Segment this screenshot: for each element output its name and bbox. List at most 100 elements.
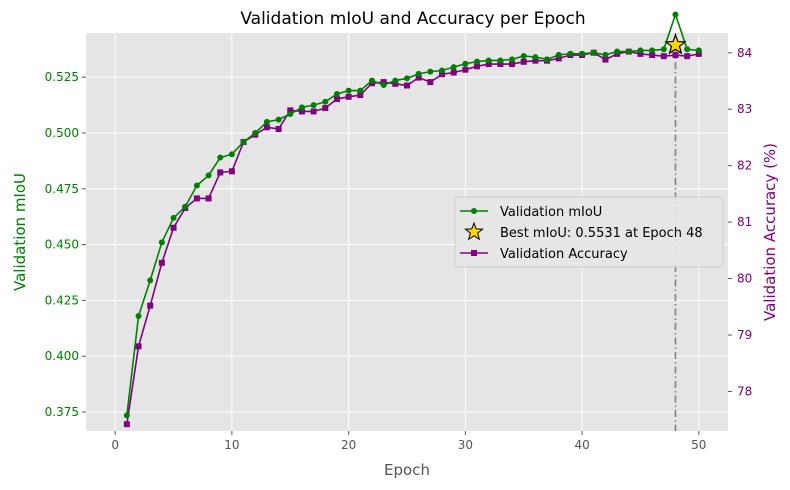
accuracy-point	[123, 421, 130, 428]
accuracy-point	[287, 107, 294, 114]
accuracy-point	[439, 71, 446, 78]
miou-point	[649, 47, 656, 54]
accuracy-point	[322, 105, 329, 112]
miou-point	[263, 118, 270, 125]
legend-box	[454, 196, 724, 268]
accuracy-point	[135, 343, 142, 350]
y-left-tick-label: 0.500	[45, 126, 79, 140]
miou-point	[228, 151, 235, 158]
accuracy-point	[345, 93, 352, 100]
accuracy-point	[333, 96, 340, 103]
accuracy-point	[450, 69, 457, 76]
accuracy-point	[695, 50, 702, 57]
accuracy-point	[684, 53, 691, 60]
miou-point	[485, 57, 492, 64]
x-tick-label: 10	[224, 438, 239, 452]
miou-point	[439, 67, 446, 74]
miou-point	[509, 56, 516, 63]
miou-point	[310, 102, 317, 109]
accuracy-point	[217, 169, 224, 176]
series-validation-miou	[123, 11, 702, 419]
y-left-tick-label: 0.525	[45, 70, 79, 84]
miou-point	[193, 182, 200, 189]
y-right-axis-ticks: 78 79 80 81 82 83 84	[728, 46, 752, 398]
legend: Validation mIoU Best mIoU: 0.5531 at Epo…	[454, 196, 724, 268]
miou-point	[450, 64, 457, 71]
miou-point	[380, 82, 387, 89]
accuracy-point	[263, 124, 270, 131]
miou-point	[555, 51, 562, 58]
miou-point	[660, 46, 667, 53]
y-left-tick-label: 0.425	[45, 293, 79, 307]
accuracy-point	[649, 52, 656, 59]
accuracy-point	[485, 61, 492, 68]
accuracy-point	[427, 79, 434, 86]
miou-point	[392, 77, 399, 84]
miou-point	[427, 68, 434, 75]
miou-point	[614, 48, 621, 55]
miou-point	[123, 412, 130, 419]
accuracy-point	[520, 58, 527, 65]
miou-point	[158, 239, 165, 246]
y-right-tick-label: 81	[737, 215, 752, 229]
accuracy-point	[158, 259, 165, 266]
x-axis-ticks: 0 10 20 30 40 50	[111, 431, 706, 452]
miou-point	[252, 130, 259, 137]
miou-point	[672, 11, 679, 18]
miou-point	[147, 277, 154, 284]
accuracy-point	[637, 50, 644, 57]
y-left-tick-label: 0.475	[45, 182, 79, 196]
y-left-tick-label: 0.375	[45, 405, 79, 419]
y-right-tick-label: 83	[737, 102, 752, 116]
miou-point	[287, 111, 294, 118]
y-left-axis-label: Validation mIoU	[11, 173, 29, 291]
accuracy-point	[147, 302, 154, 309]
x-tick-label: 40	[574, 438, 589, 452]
y-right-tick-label: 84	[737, 46, 752, 60]
accuracy-point	[310, 108, 317, 115]
miou-point	[368, 77, 375, 84]
legend-accuracy-label: Validation Accuracy	[500, 247, 628, 262]
accuracy-point	[555, 55, 562, 62]
miou-point	[240, 138, 247, 145]
x-tick-label: 50	[691, 438, 706, 452]
legend-miou-label: Validation mIoU	[500, 205, 602, 220]
miou-point	[497, 57, 504, 64]
x-tick-label: 0	[111, 438, 119, 452]
chart-title: Validation mIoU and Accuracy per Epoch	[240, 9, 585, 29]
best-miou-marker-group	[664, 33, 687, 55]
miou-point	[170, 214, 177, 221]
y-right-tick-label: 78	[737, 384, 752, 398]
miou-point	[625, 48, 632, 55]
miou-point	[520, 52, 527, 59]
miou-point	[275, 116, 282, 123]
legend-best-star-icon	[464, 221, 484, 241]
miou-point	[205, 172, 212, 179]
accuracy-point	[660, 53, 667, 60]
accuracy-point	[497, 61, 504, 68]
miou-point	[298, 104, 305, 111]
legend-accuracy-marker	[471, 250, 477, 256]
accuracy-point	[298, 108, 305, 115]
accuracy-point	[404, 82, 410, 89]
accuracy-point	[474, 63, 481, 70]
accuracy-point	[602, 56, 609, 63]
miou-point	[404, 75, 410, 82]
best-miou-star-icon	[664, 33, 687, 55]
miou-point	[532, 54, 539, 61]
y-right-tick-label: 82	[737, 159, 752, 173]
accuracy-point	[509, 61, 516, 68]
y-right-tick-label: 80	[737, 272, 752, 286]
x-tick-label: 20	[341, 438, 356, 452]
y-left-axis-ticks: 0.375 0.400 0.425 0.450 0.475 0.500 0.525	[45, 70, 86, 419]
accuracy-point	[532, 57, 539, 64]
miou-point	[415, 70, 422, 77]
x-tick-label: 30	[458, 438, 473, 452]
legend-entry-best: Best mIoU: 0.5531 at Epoch 48	[464, 221, 703, 241]
miou-point	[544, 56, 551, 63]
miou-point	[579, 50, 586, 57]
accuracy-point	[193, 195, 200, 202]
miou-point	[695, 47, 702, 54]
x-axis-label: Epoch	[384, 461, 430, 479]
